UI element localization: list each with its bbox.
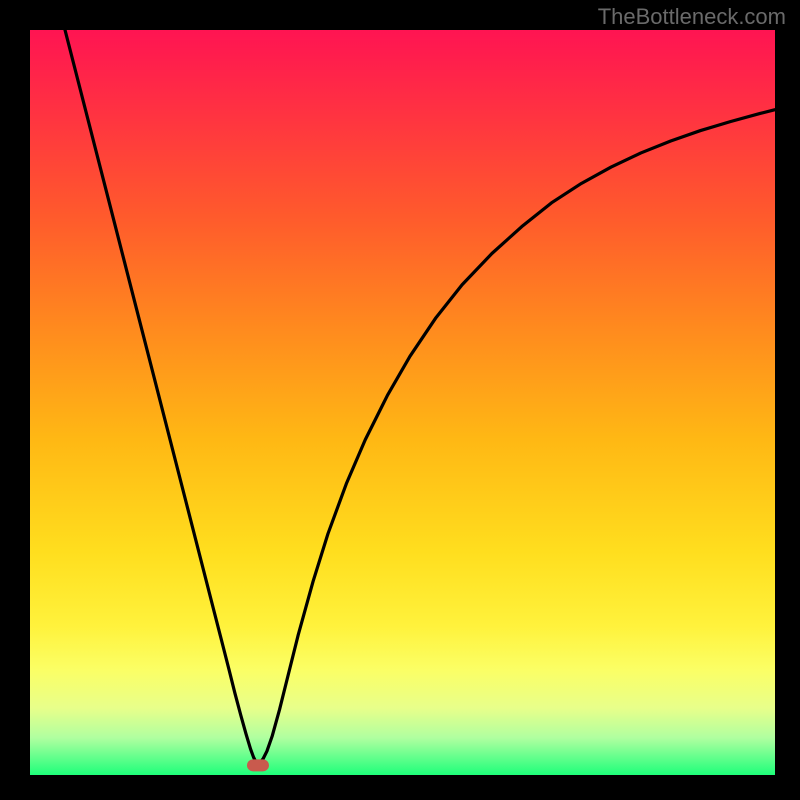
minimum-marker <box>247 759 269 771</box>
chart-svg <box>0 0 800 800</box>
chart-container: TheBottleneck.com <box>0 0 800 800</box>
watermark-text: TheBottleneck.com <box>598 4 786 30</box>
plot-gradient-area <box>30 30 775 775</box>
